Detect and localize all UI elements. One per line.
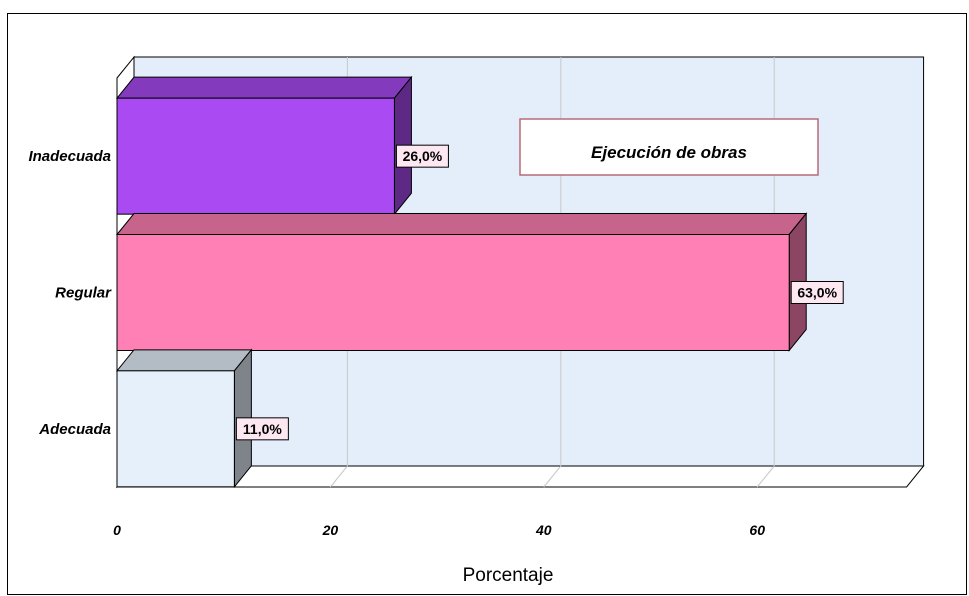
bar-top-face (115, 213, 808, 235)
x-tick-label: 20 (322, 522, 339, 538)
data-label: 26,0% (403, 148, 443, 164)
y-category-label: Adecuada (38, 421, 111, 438)
data-label: 63,0% (797, 285, 837, 301)
x-tick-label: 60 (749, 522, 765, 538)
data-label-box (235, 417, 289, 441)
y-category-label: Inadecuada (28, 148, 111, 165)
y-category-label: Regular (55, 285, 112, 302)
labels-group: 0 20 40 60 Inadecuada 26,0% Regular 63,0% Adecua… (28, 144, 844, 538)
gridline-floor (756, 465, 775, 488)
gridline-floor (543, 465, 562, 488)
bar (116, 97, 395, 215)
x-axis-title: Porcentaje (463, 565, 554, 586)
legend-text: Ejecución de obras (591, 143, 747, 162)
legend-frame (519, 118, 819, 176)
data-label-box (395, 144, 449, 168)
bars-group (115, 75, 808, 489)
bar (116, 370, 235, 488)
bar (116, 234, 790, 351)
x-tick-label: 0 (113, 522, 121, 538)
x-tick-label: 40 (535, 522, 552, 538)
data-label-box (790, 281, 844, 304)
bar-top-face (115, 349, 253, 372)
bar-top-face (115, 76, 413, 99)
gridline-floor (330, 465, 348, 488)
data-label: 11,0% (243, 421, 282, 437)
chart-frame (7, 13, 967, 595)
chart-legend: Ejecución de obras (519, 118, 819, 176)
